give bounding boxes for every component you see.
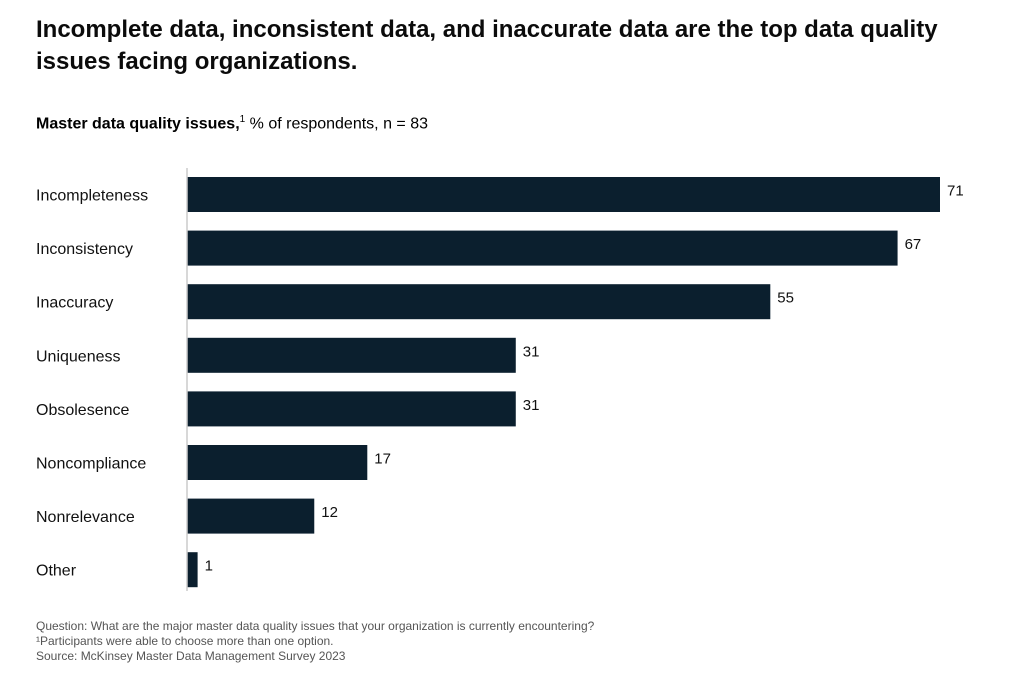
chart-title: Incomplete data, inconsistent data, and … (36, 16, 938, 75)
category-label: Other (36, 563, 77, 580)
bar (187, 498, 315, 534)
subtitle-rest: % of respondents, n = 83 (245, 115, 428, 133)
bar (187, 445, 368, 480)
category-label: Uniqueness (36, 348, 121, 365)
value-label: 1 (205, 558, 213, 575)
value-label: 67 (905, 236, 922, 253)
chart-subtitle: Master data quality issues,1 % of respon… (36, 114, 428, 133)
category-label: Inconsistency (36, 241, 133, 258)
footnote-mark: 1 (239, 114, 246, 125)
bar (187, 177, 940, 212)
bar (187, 284, 771, 320)
value-label: 71 (947, 183, 964, 200)
source-note: Source: McKinsey Master Data Management … (36, 649, 346, 663)
bar (187, 391, 516, 427)
category-label: Nonrelevance (36, 509, 135, 526)
category-label: Noncompliance (36, 456, 146, 473)
value-label: 17 (374, 451, 391, 468)
question-note: Question: What are the major master data… (36, 619, 595, 633)
value-label: 31 (523, 397, 540, 414)
category-label: Incompleteness (36, 188, 148, 205)
bar (187, 337, 516, 373)
value-label: 55 (777, 290, 794, 307)
chart-notes: Question: What are the major master data… (36, 619, 594, 664)
category-label: Obsolesence (36, 402, 129, 419)
value-label: 31 (523, 343, 540, 360)
bar (187, 552, 198, 588)
subtitle-bold: Master data quality issues, (36, 115, 240, 133)
bar (187, 230, 898, 266)
footnote: ¹Participants were able to choose more t… (36, 634, 334, 648)
category-label: Inaccuracy (36, 295, 113, 312)
value-label: 12 (321, 504, 338, 521)
